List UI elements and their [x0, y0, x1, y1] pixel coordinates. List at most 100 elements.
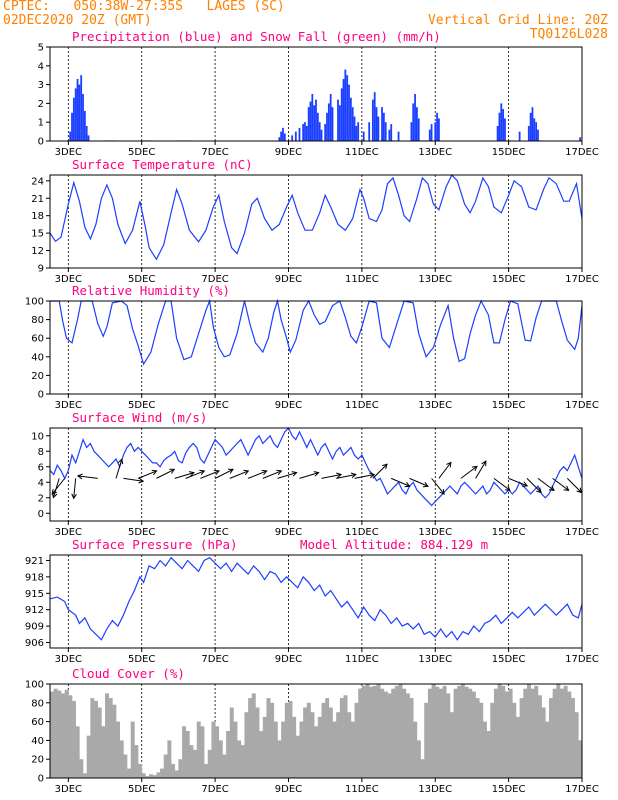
panel-temperature: Surface Temperature (nC) 9 12 15 18 21 24 3DEC 5… [31, 157, 599, 285]
cloud-bar [193, 749, 198, 778]
cloud-bar [391, 688, 396, 778]
x-tick-label: 9DEC [275, 400, 302, 411]
cloud-bar [409, 698, 414, 778]
x-tick-label: 9DEC [275, 784, 302, 795]
x-tick-label: 15DEC [492, 784, 526, 795]
precip-bar [417, 118, 420, 141]
x-tick-label: 9DEC [275, 147, 302, 158]
cloud-bar [57, 690, 62, 778]
cloud-bar [185, 731, 190, 778]
cloud-bar [446, 693, 451, 778]
wind-arrow [52, 478, 60, 498]
panel-cloud-cover: Cloud Cover (%) 0 20 40 60 80 100 3DEC 5DEC 7DEC 9… [25, 666, 599, 795]
wind-arrow-head [199, 469, 206, 476]
y-tick-label: 15 [31, 229, 44, 240]
precip-bar [496, 125, 499, 141]
y-tick-label: 2 [38, 493, 44, 504]
wind-arrow [185, 470, 205, 479]
wind-arrow [123, 477, 144, 482]
panel-pressure: Surface Pressure (hPa) Model Altitude: 88… [25, 537, 599, 665]
cloud-bar [292, 716, 297, 778]
wind-arrow [156, 468, 175, 479]
panel-frame [49, 427, 583, 522]
cloud-bar [457, 685, 462, 778]
wind-arrow-head [471, 465, 478, 472]
cloud-bar [90, 698, 95, 778]
cloud-bar [350, 721, 355, 778]
wind-arrow-head [76, 473, 83, 480]
cloud-bar [475, 698, 480, 778]
x-tick-label: 7DEC [201, 784, 228, 795]
y-tick-label: 20 [31, 755, 44, 766]
x-tick-label: 11DEC [345, 147, 379, 158]
cloud-bar [372, 685, 377, 778]
x-tick-label: 13DEC [418, 654, 452, 665]
cloud-bar [347, 712, 352, 778]
precip-bar [535, 122, 538, 141]
y-tick-label: 10 [31, 431, 44, 442]
precip-bar [318, 122, 321, 141]
precip-bar [371, 99, 374, 141]
cloud-bar [229, 707, 234, 778]
x-tick-label: 13DEC [418, 527, 452, 538]
wind-arrow [475, 460, 487, 479]
precip-bar [377, 116, 380, 141]
cloud-bar [167, 740, 172, 778]
precip-bar [498, 112, 501, 141]
precip-bar [69, 131, 72, 141]
cloud-bar [376, 684, 381, 778]
precip-bar [357, 122, 360, 141]
panel-frame [49, 300, 583, 395]
precip-bar [537, 129, 539, 141]
wind-arrow [115, 459, 123, 479]
cloud-bar [218, 740, 223, 778]
precip-bar [291, 135, 294, 141]
precip-bar [527, 125, 530, 141]
cloud-bar [306, 702, 311, 778]
y-tick-label: 40 [31, 736, 44, 747]
cloud-bar [387, 693, 392, 778]
wind-arrow [51, 478, 66, 495]
cloud-bar [317, 716, 322, 778]
x-tick-label: 5DEC [128, 527, 155, 538]
y-tick-label: 0 [38, 509, 44, 520]
cloud-bar [534, 685, 539, 778]
cloud-bar [354, 702, 359, 778]
precip-bar [326, 112, 328, 141]
y-tick-label: 6 [38, 462, 44, 473]
wind-arrow [247, 470, 267, 479]
wind-arrow-head [313, 471, 320, 477]
precip-bar [294, 131, 297, 141]
precip-bar [438, 118, 440, 141]
cloud-bar [171, 763, 176, 778]
wind-arrow-head [548, 485, 555, 492]
panel-frame [49, 683, 583, 779]
header-date: 02DEC2020 20Z (GMT) [3, 13, 152, 28]
x-tick-label: 11DEC [345, 654, 379, 665]
cloud-bar [508, 688, 513, 778]
cloud-bar [105, 693, 110, 778]
precip-bar [531, 107, 534, 141]
wind-arrow [508, 477, 528, 487]
panel-title: Relative Humidity (%) [72, 283, 230, 298]
wind-arrow-head [446, 461, 452, 468]
precip-bar [304, 122, 306, 141]
cloud-bar [119, 740, 124, 778]
wind-arrow-head [350, 472, 357, 479]
precip-bar [305, 125, 308, 141]
panel-wind: Surface Wind (m/s) 0 2 4 6 8 10 3DEC 5DEC 7DEC 9DE… [31, 410, 599, 538]
wind-arrow-head [188, 471, 195, 477]
y-tick-label: 21 [31, 194, 44, 205]
cloud-bar [574, 712, 579, 778]
wind-arrow [137, 470, 157, 479]
cloud-bar [405, 693, 410, 778]
wind-arrow-head [261, 469, 268, 476]
precip-bar [381, 107, 383, 141]
x-tick-label: 17DEC [565, 784, 599, 795]
precip-bar [518, 131, 521, 141]
wind-arrow-head [404, 481, 411, 488]
panel-title: Surface Temperature (nC) [72, 157, 253, 172]
precip-bar [353, 116, 356, 141]
y-tick-label: 2 [38, 99, 44, 110]
cloud-bar [328, 707, 333, 778]
